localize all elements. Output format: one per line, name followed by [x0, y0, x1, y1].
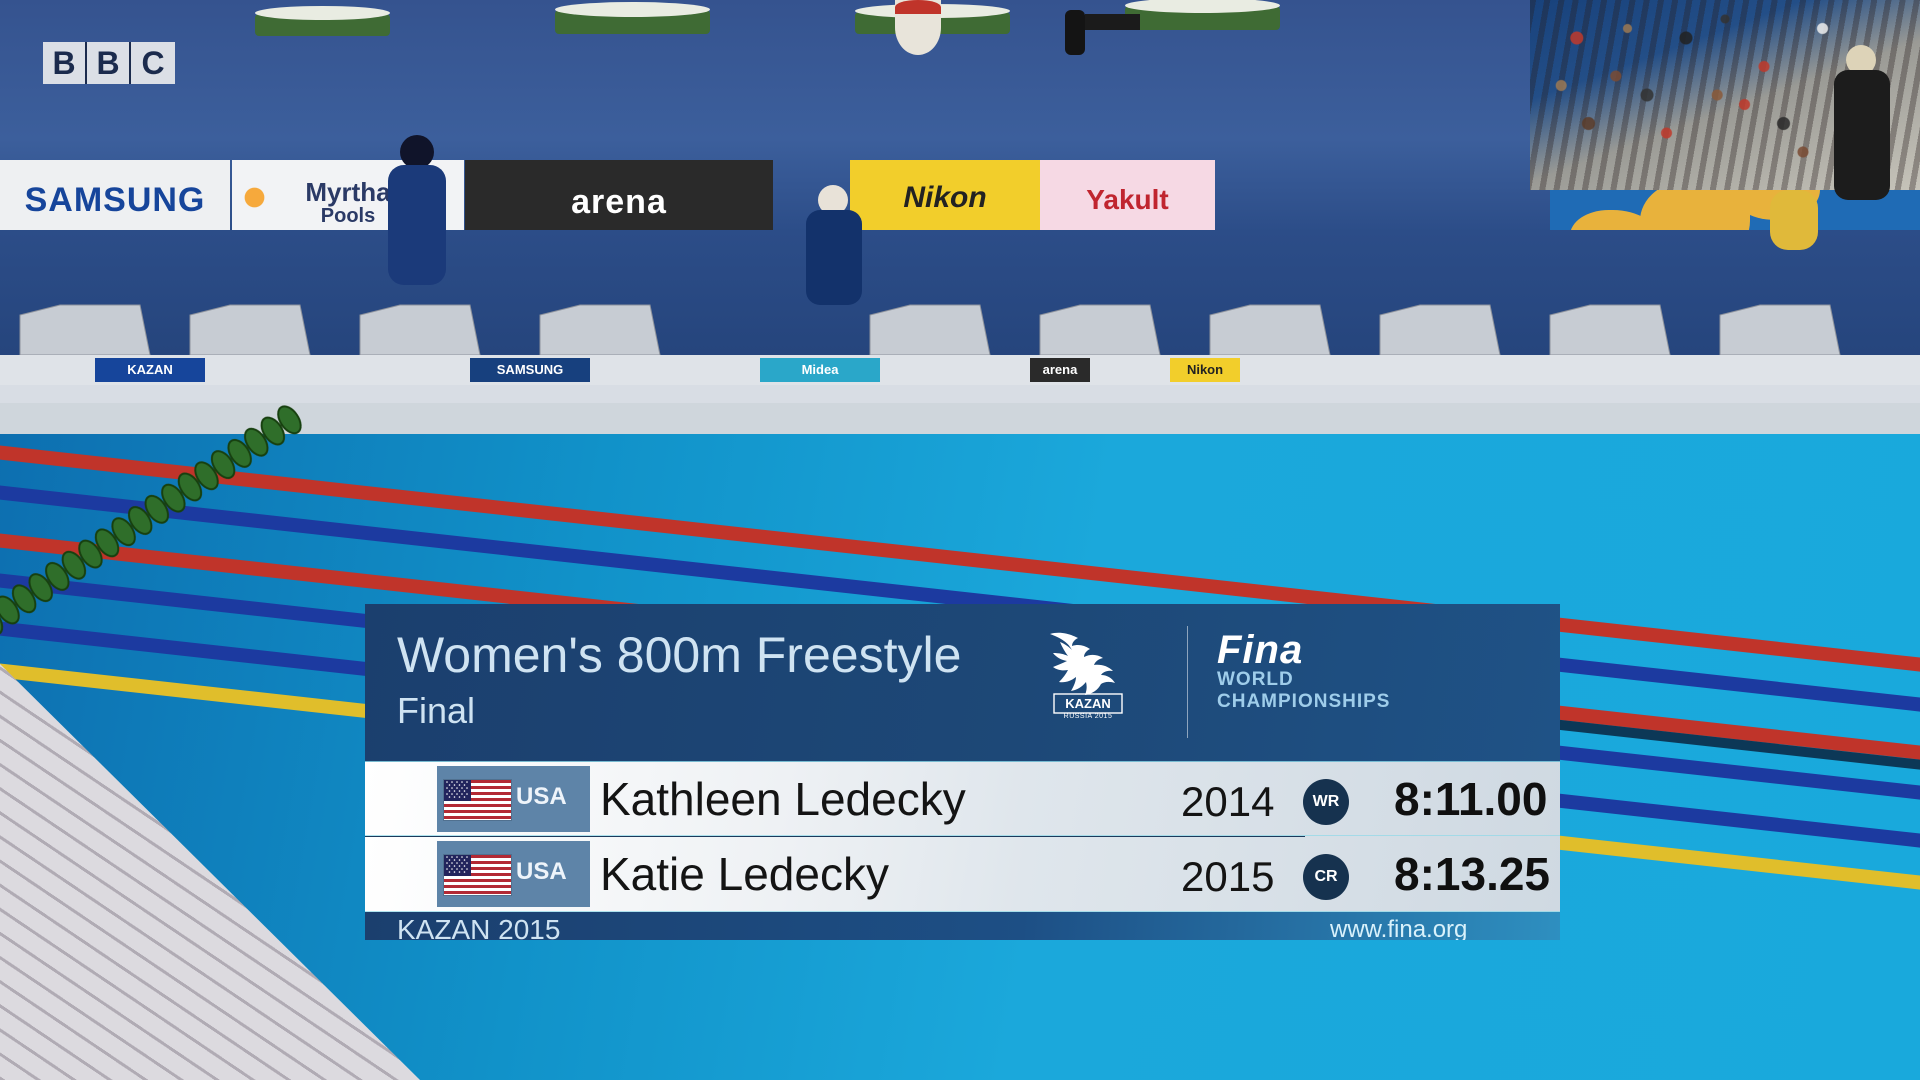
svg-text:KAZAN: KAZAN	[1065, 696, 1111, 711]
